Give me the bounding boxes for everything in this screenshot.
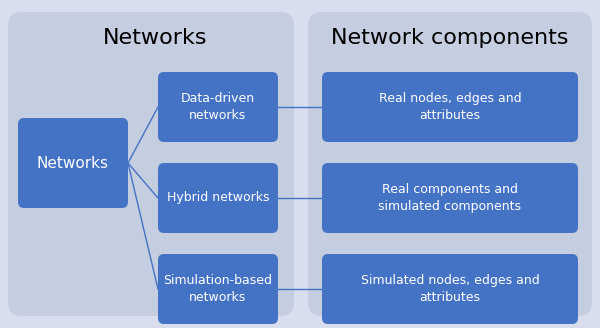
Text: Networks: Networks <box>103 28 207 48</box>
FancyBboxPatch shape <box>158 254 278 324</box>
FancyBboxPatch shape <box>158 163 278 233</box>
FancyBboxPatch shape <box>308 12 592 316</box>
FancyBboxPatch shape <box>322 254 578 324</box>
Text: Network components: Network components <box>331 28 569 48</box>
Text: Hybrid networks: Hybrid networks <box>167 192 269 204</box>
Text: Networks: Networks <box>37 155 109 171</box>
Text: Simulated nodes, edges and
attributes: Simulated nodes, edges and attributes <box>361 274 539 304</box>
Text: Data-driven
networks: Data-driven networks <box>181 92 255 122</box>
FancyBboxPatch shape <box>322 72 578 142</box>
FancyBboxPatch shape <box>18 118 128 208</box>
FancyBboxPatch shape <box>322 163 578 233</box>
Text: Real nodes, edges and
attributes: Real nodes, edges and attributes <box>379 92 521 122</box>
Text: Simulation-based
networks: Simulation-based networks <box>163 274 272 304</box>
FancyBboxPatch shape <box>158 72 278 142</box>
Text: Real components and
simulated components: Real components and simulated components <box>379 183 521 213</box>
FancyBboxPatch shape <box>8 12 294 316</box>
